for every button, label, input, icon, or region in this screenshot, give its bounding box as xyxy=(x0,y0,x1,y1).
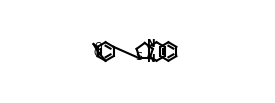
Text: S: S xyxy=(135,52,142,63)
Text: O: O xyxy=(94,48,101,59)
Text: O: O xyxy=(94,42,102,52)
Text: N: N xyxy=(147,39,155,49)
Text: N: N xyxy=(147,54,155,64)
